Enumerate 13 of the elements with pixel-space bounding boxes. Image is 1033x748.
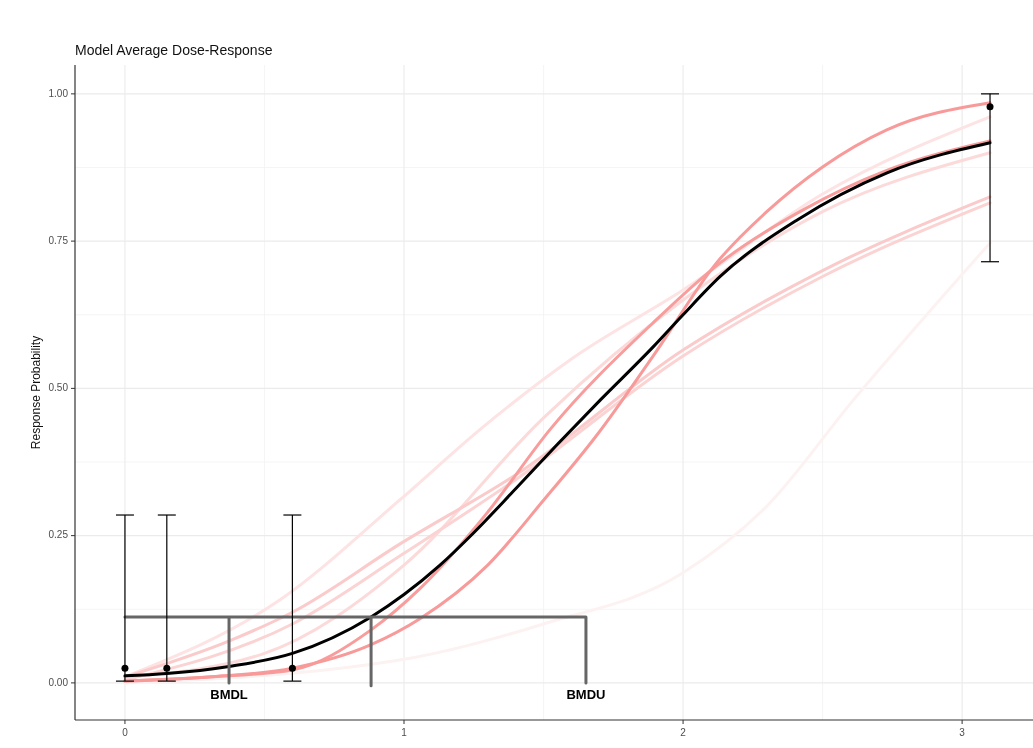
chart-title: Model Average Dose-Response	[75, 42, 273, 58]
annotation: BMDL	[210, 687, 248, 703]
y-tick-label: 0.75	[48, 234, 69, 246]
x-tick-label: 0	[122, 727, 129, 738]
y-tick-label: 0.50	[48, 382, 69, 394]
y-tick-label: 1.00	[48, 87, 69, 99]
annotation: BMDU	[566, 687, 606, 703]
y-axis-title: Response Probability	[29, 335, 43, 450]
y-tick-label: 0.25	[48, 529, 69, 541]
x-tick-label: 3	[959, 727, 966, 738]
x-tick-label: 1	[401, 727, 408, 738]
x-tick-label: 2	[680, 727, 687, 738]
y-tick-label: 0.00	[48, 676, 69, 688]
